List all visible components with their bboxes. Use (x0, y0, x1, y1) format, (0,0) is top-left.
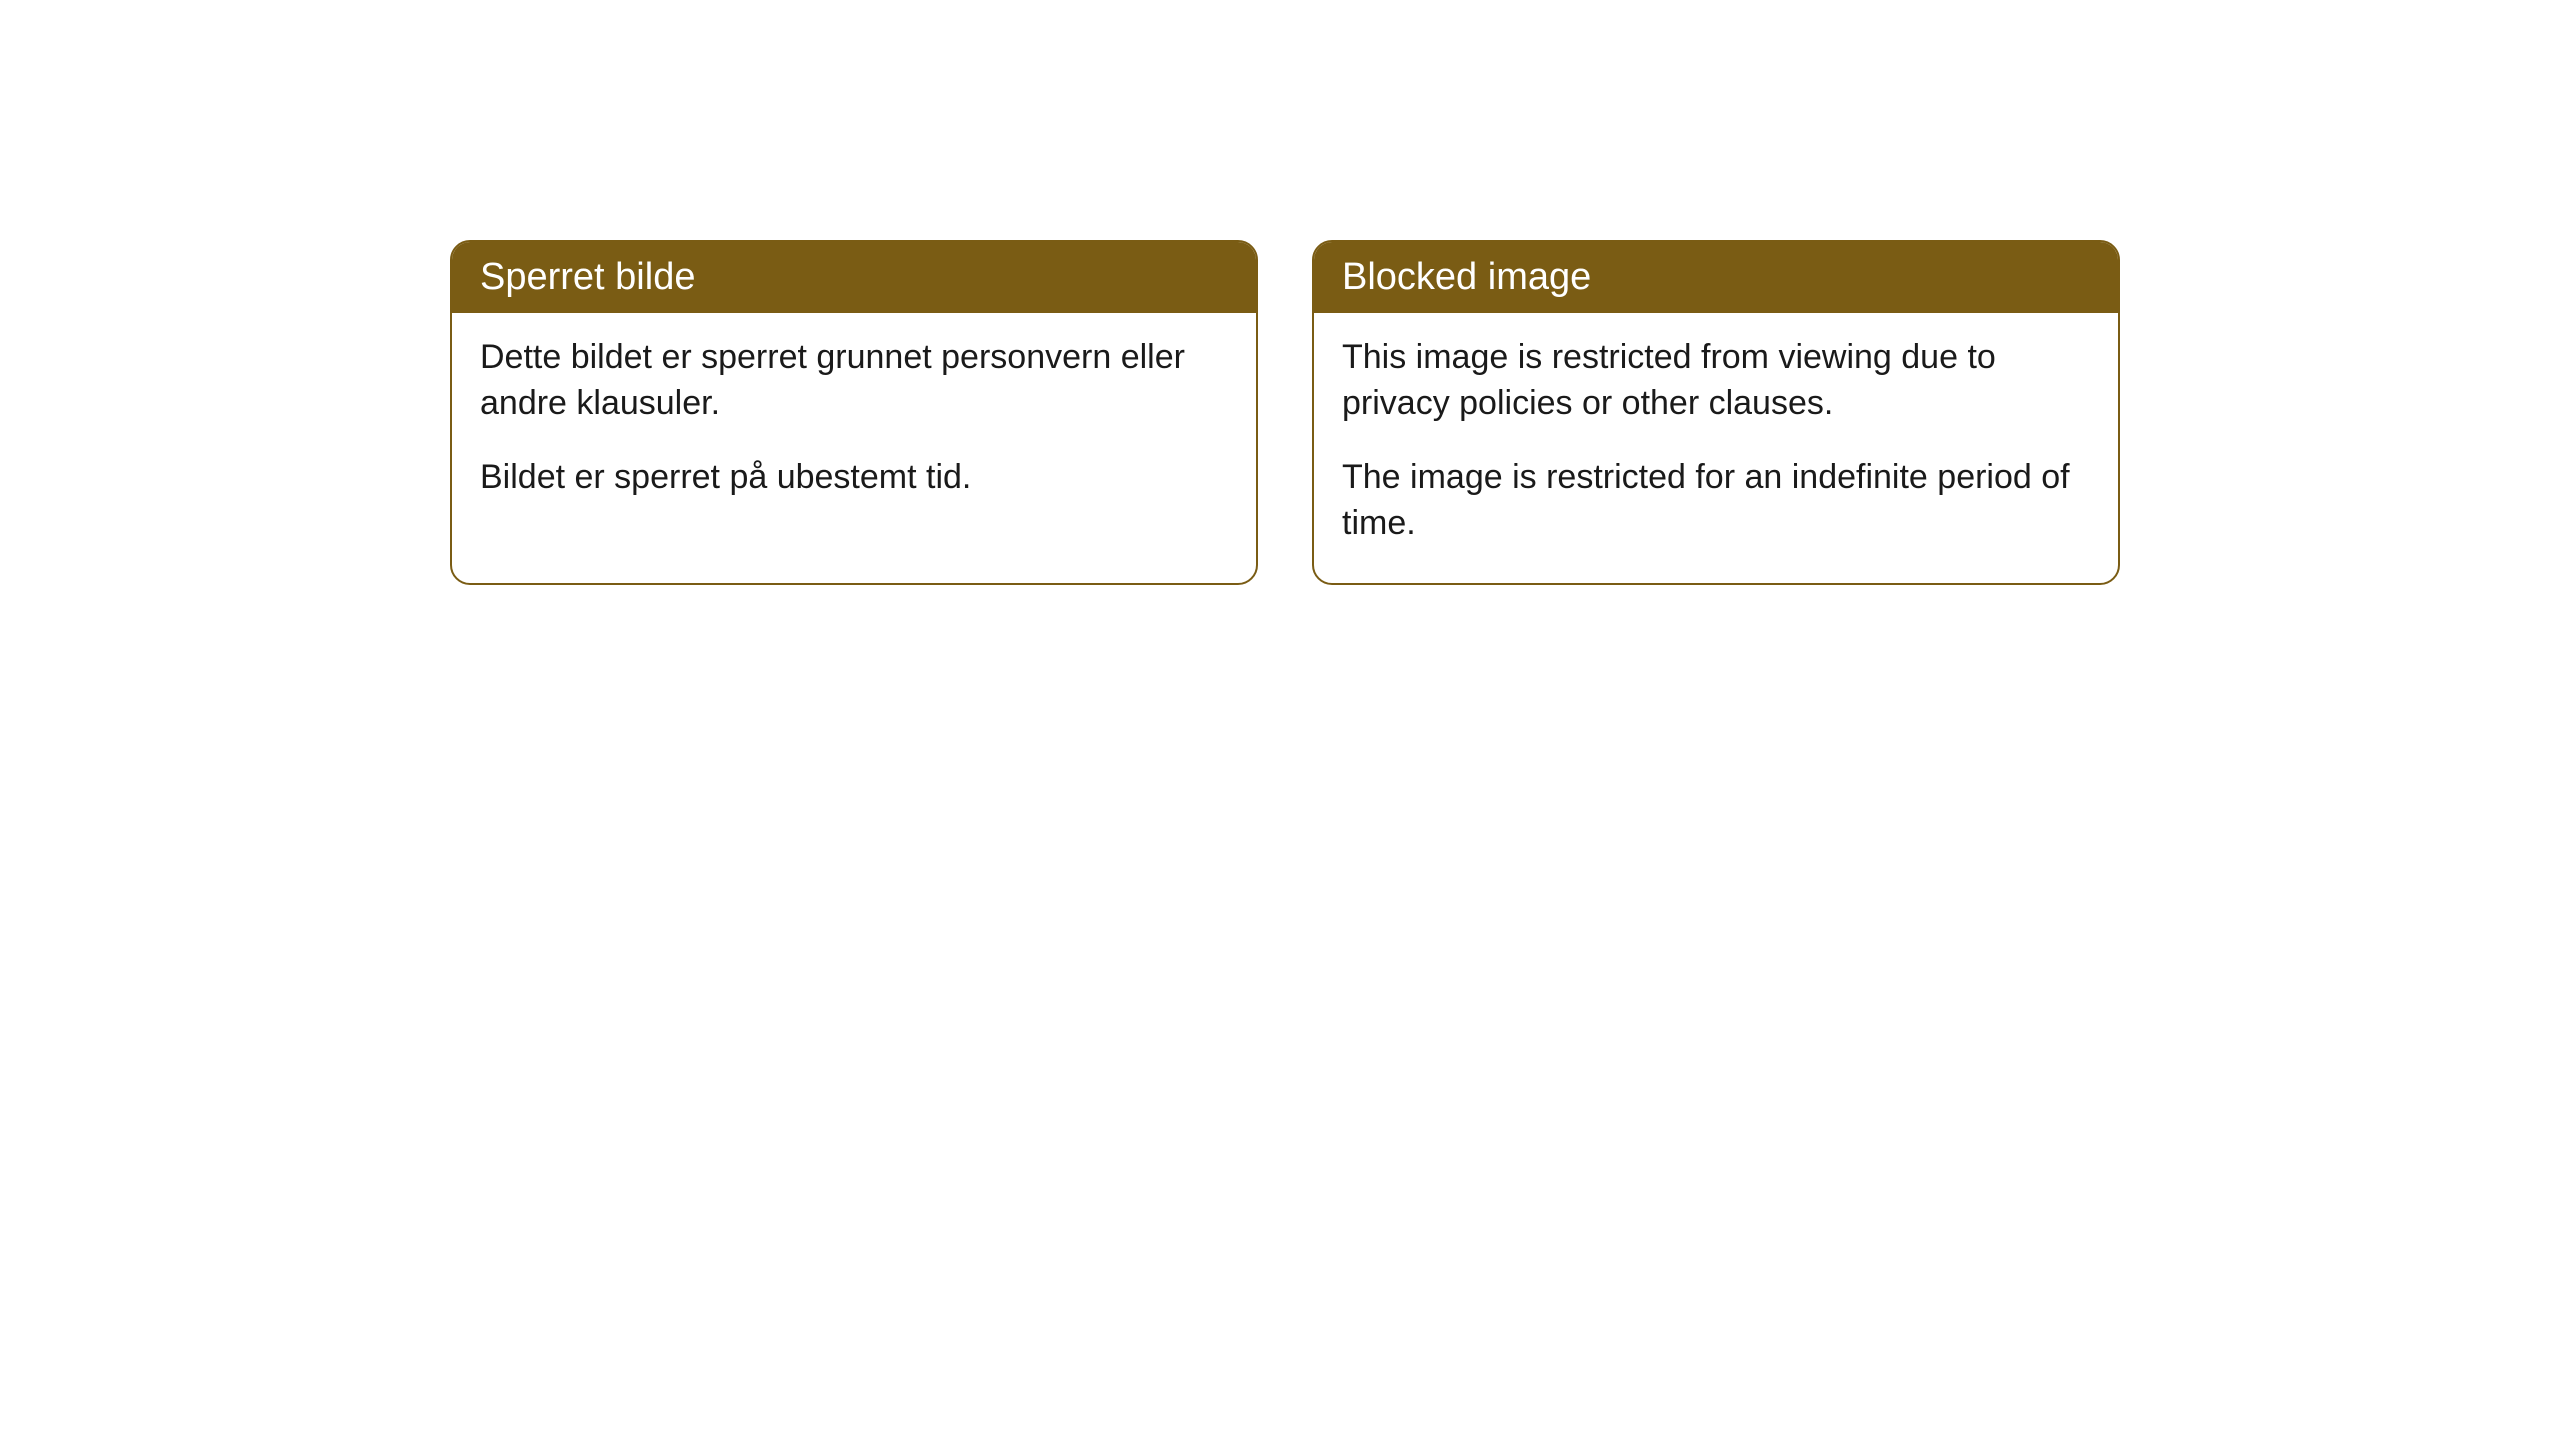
card-title-norwegian: Sperret bilde (480, 256, 695, 298)
cards-container: Sperret bilde Dette bildet er sperret gr… (450, 240, 2120, 585)
card-body-english: This image is restricted from viewing du… (1314, 313, 2118, 583)
card-norwegian: Sperret bilde Dette bildet er sperret gr… (450, 240, 1258, 585)
card-english: Blocked image This image is restricted f… (1312, 240, 2120, 585)
card-header-english: Blocked image (1314, 242, 2118, 313)
card-header-norwegian: Sperret bilde (452, 242, 1256, 313)
card-text-english-2: The image is restricted for an indefinit… (1342, 455, 2090, 547)
card-body-norwegian: Dette bildet er sperret grunnet personve… (452, 313, 1256, 537)
card-text-norwegian-1: Dette bildet er sperret grunnet personve… (480, 335, 1228, 427)
card-text-english-1: This image is restricted from viewing du… (1342, 335, 2090, 427)
card-title-english: Blocked image (1342, 256, 1591, 298)
card-text-norwegian-2: Bildet er sperret på ubestemt tid. (480, 455, 1228, 501)
